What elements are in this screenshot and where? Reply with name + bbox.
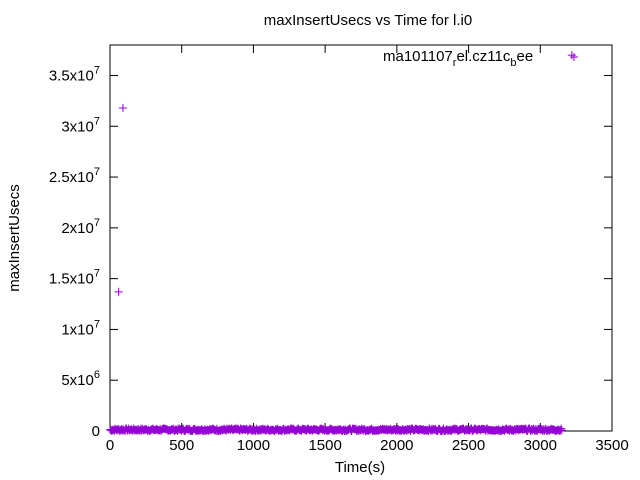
- y-tick-label: 3x107: [61, 115, 100, 135]
- y-tick-label: 1.5x107: [49, 268, 100, 288]
- x-axis: 0 500 1000 1500 2000 2500 3000 3500: [106, 45, 629, 454]
- y-tick-label: 2.5x107: [49, 166, 100, 186]
- y-tick-label: 2x107: [61, 217, 100, 237]
- y-axis-title: maxInsertUsecs: [6, 184, 23, 292]
- x-tick-label: 1500: [308, 437, 341, 454]
- legend: ma101107rel.cz11cbee: [383, 48, 578, 69]
- data-point-outlier: [118, 103, 127, 112]
- x-tick-label: 2500: [452, 437, 485, 454]
- x-tick-label: 0: [106, 437, 114, 454]
- x-tick-label: 3000: [524, 437, 557, 454]
- legend-marker: [570, 53, 578, 61]
- legend-label: ma101107rel.cz11cbee: [383, 48, 533, 69]
- plot-frame: [109, 44, 613, 432]
- dense-point-band: [106, 424, 566, 435]
- data-point-outlier: [114, 287, 123, 296]
- x-tick-label: 2000: [380, 437, 413, 454]
- x-tick-label: 1000: [237, 437, 270, 454]
- x-axis-title: Time(s): [335, 459, 385, 476]
- data-point-outlier: [567, 51, 576, 60]
- data-points: [106, 51, 576, 435]
- y-tick-label: 5x106: [61, 369, 100, 389]
- x-tick-label: 500: [169, 437, 194, 454]
- x-tick-label: 3500: [595, 437, 628, 454]
- y-axis: 0 5x106 1x107 1.5x107 2x107 2.5x107 3x107 3.5x1…: [49, 64, 612, 440]
- data-point: [557, 424, 566, 433]
- plot-border: [109, 44, 613, 432]
- y-tick-label: 3.5x107: [49, 64, 100, 84]
- y-tick-label: 1x107: [61, 318, 100, 338]
- y-tick-label: 0: [92, 423, 100, 440]
- chart-title: maxInsertUsecs vs Time for l.i0: [264, 12, 472, 29]
- data-point: [557, 426, 566, 435]
